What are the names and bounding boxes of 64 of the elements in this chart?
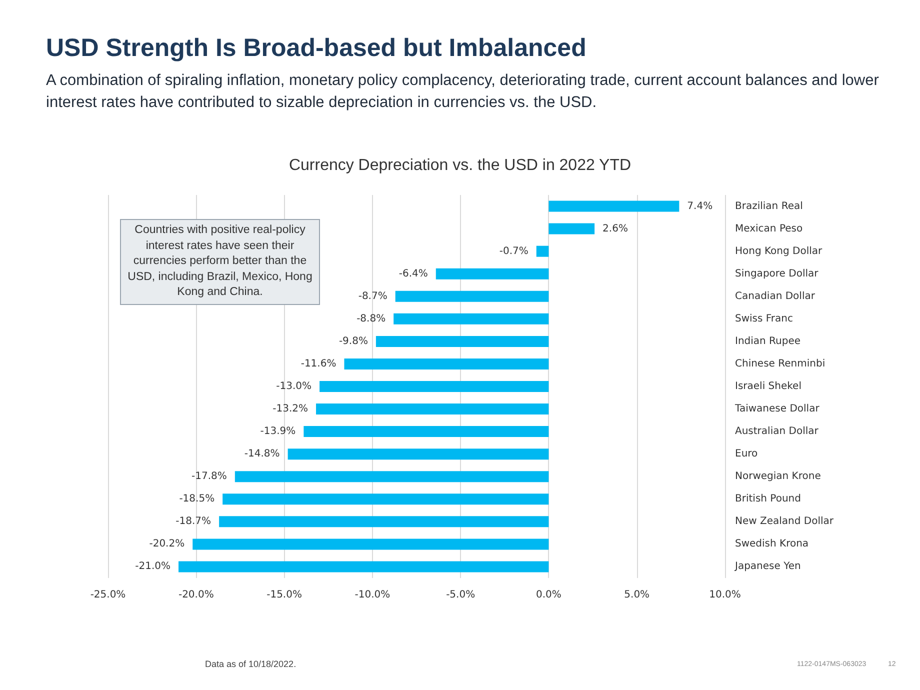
data-label: -8.8% bbox=[356, 313, 386, 324]
annotation: Countries with positive real-policy interest rates have seen their currencies perform better than the USD, including Brazil, Mexico, Hong Kong and China. bbox=[120, 219, 320, 304]
bar bbox=[376, 336, 549, 347]
data-label: -17.8% bbox=[192, 471, 227, 482]
x-tick-label: 5.0% bbox=[624, 590, 650, 600]
y-tick-label: Israeli Shekel bbox=[735, 381, 802, 392]
y-tick-label: Mexican Peso bbox=[735, 223, 803, 234]
bar bbox=[234, 471, 549, 482]
text: Currency Depreciation vs. the USD in 2022 YTD bbox=[288, 157, 632, 175]
data-label: -9.8% bbox=[338, 336, 368, 347]
data-label: -18.5% bbox=[179, 494, 215, 505]
bar bbox=[394, 313, 549, 324]
y-tick-label: Swiss Franc bbox=[735, 313, 794, 324]
data-label: -13.2% bbox=[272, 404, 308, 415]
y-tick-label: Australian Dollar bbox=[735, 426, 820, 438]
chart-subtitle: A combination of spiraling inflation, monetary policy complacency, deteriorating trade, current account balances and lower interest rates have contributed to sizable depreciation in currencies vs. the USD. bbox=[46, 71, 880, 113]
bar bbox=[219, 516, 549, 528]
data-label: -20.2% bbox=[149, 538, 185, 550]
bar bbox=[222, 494, 549, 505]
y-tick-label: Swedish Krona bbox=[735, 538, 809, 550]
x-tick-label: -15.0% bbox=[266, 590, 302, 600]
data-label: -13.0% bbox=[276, 381, 312, 392]
bar bbox=[304, 426, 549, 438]
data-label: -8.7% bbox=[358, 290, 388, 302]
bar bbox=[436, 268, 549, 280]
bar bbox=[178, 561, 549, 572]
bar bbox=[192, 538, 549, 550]
y-tick-label: Singapore Dollar bbox=[735, 268, 820, 280]
data-label: -0.7% bbox=[499, 246, 528, 257]
y-tick-label: Taiwanese Dollar bbox=[734, 404, 820, 415]
data-label: 2.6% bbox=[602, 223, 628, 234]
y-tick-label: Indian Rupee bbox=[735, 336, 801, 347]
bar bbox=[548, 200, 680, 212]
bar bbox=[536, 246, 549, 257]
y-tick-label: Canadian Dollar bbox=[735, 290, 816, 302]
x-tick-label: 10.0% bbox=[709, 590, 741, 600]
bar bbox=[320, 381, 549, 392]
x-tick-label: -5.0% bbox=[446, 590, 476, 600]
x-tick-label: 0.0% bbox=[536, 590, 562, 600]
chart-title: USD Strength Is Broad-based but Imbalanced bbox=[46, 34, 586, 63]
data-label: -18.7% bbox=[176, 516, 212, 528]
x-tick-label: -20.0% bbox=[178, 590, 214, 600]
y-tick-label: New Zealand Dollar bbox=[735, 516, 834, 528]
y-tick-label: Hong Kong Dollar bbox=[735, 246, 824, 257]
y-tick-label: Euro bbox=[735, 448, 758, 460]
data-label: -21.0% bbox=[135, 561, 171, 572]
y-tick-label: British Pound bbox=[735, 494, 801, 505]
bar bbox=[395, 290, 549, 302]
text: Data as of 10/18/2022. bbox=[205, 659, 296, 669]
y-tick-label: Chinese Renminbi bbox=[735, 358, 826, 370]
y-tick-label: Japanese Yen bbox=[734, 561, 801, 572]
bar bbox=[288, 448, 549, 460]
data-label: -11.6% bbox=[300, 358, 336, 370]
data-label: 7.4% bbox=[687, 200, 713, 212]
data-label: -6.4% bbox=[398, 268, 428, 280]
y-tick-label: Norwegian Krone bbox=[735, 471, 821, 482]
bar bbox=[316, 404, 549, 415]
x-tick-label: -10.0% bbox=[354, 590, 390, 600]
x-tick-label: -25.0% bbox=[90, 590, 126, 600]
y-tick-label: Brazilian Real bbox=[735, 200, 803, 212]
bar bbox=[548, 223, 595, 234]
bar bbox=[344, 358, 549, 370]
data-label: -13.9% bbox=[260, 426, 296, 438]
data-label: -14.8% bbox=[244, 448, 280, 460]
